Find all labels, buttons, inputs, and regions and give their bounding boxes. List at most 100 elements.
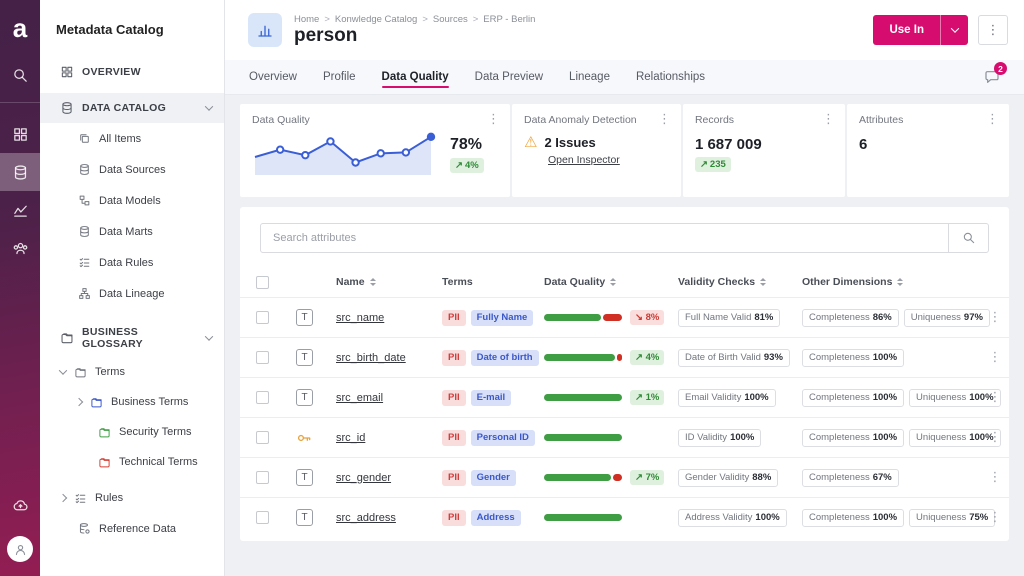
sidebar-item-reference-data[interactable]: Reference Data <box>40 513 224 544</box>
breadcrumb-item[interactable]: Home <box>294 13 320 25</box>
attribute-name-link[interactable]: src_name <box>336 311 385 324</box>
sidebar-item-all-items[interactable]: All Items <box>40 123 224 154</box>
validity-chip[interactable]: Full Name Valid 81% <box>678 308 781 327</box>
row-more-button[interactable]: ⋮ <box>988 390 1002 405</box>
search-button[interactable] <box>948 224 988 252</box>
breadcrumb-item[interactable]: ERP - Berlin <box>483 13 536 25</box>
card-more-button[interactable]: ⋮ <box>487 112 500 127</box>
sidebar-item-overview[interactable]: OVERVIEW <box>40 57 224 87</box>
rail-catalog-icon[interactable] <box>0 153 40 191</box>
search-input[interactable] <box>261 232 948 244</box>
row-more-button[interactable]: ⋮ <box>988 470 1002 485</box>
use-in-button[interactable]: Use In <box>873 15 940 45</box>
attribute-name-link[interactable]: src_address <box>336 511 396 524</box>
term-chip[interactable]: Gender <box>470 469 516 486</box>
column-header-validity-checks[interactable]: Validity Checks <box>678 276 802 288</box>
sidebar-section-business-glossary[interactable]: BUSINESS GLOSSARY <box>40 323 224 353</box>
tab-relationships[interactable]: Relationships <box>635 71 706 83</box>
user-avatar[interactable] <box>7 536 33 562</box>
row-more-button[interactable]: ⋮ <box>988 510 1002 525</box>
sidebar-item-technical-terms[interactable]: Technical Terms <box>40 447 224 477</box>
breadcrumb-item[interactable]: Konwledge Catalog <box>334 13 418 25</box>
attribute-name-link[interactable]: src_email <box>336 391 384 404</box>
card-more-button[interactable]: ⋮ <box>657 112 671 127</box>
term-chip[interactable]: Fully Name <box>470 309 534 326</box>
column-header-terms[interactable]: Terms <box>442 276 544 288</box>
term-chip[interactable]: Personal ID <box>470 429 535 446</box>
validity-chip[interactable]: Date of Birth Valid 93% <box>678 348 790 367</box>
rail-search-icon[interactable] <box>0 56 40 94</box>
row-checkbox[interactable] <box>256 391 269 404</box>
dimension-chip-completeness[interactable]: Completeness 67% <box>802 468 899 487</box>
rail-insights-icon[interactable] <box>0 191 40 229</box>
dimension-chip-completeness[interactable]: Completeness 100% <box>802 508 905 527</box>
row-checkbox[interactable] <box>256 311 269 324</box>
dimension-chip-completeness[interactable]: Completeness 100% <box>802 388 905 407</box>
column-header-other-dimensions[interactable]: Other Dimensions <box>802 276 980 288</box>
dimension-chip-completeness[interactable]: Completeness 100% <box>802 428 905 447</box>
row-more-button[interactable]: ⋮ <box>988 350 1002 365</box>
attribute-name-link[interactable]: src_gender <box>336 471 392 484</box>
tab-lineage[interactable]: Lineage <box>569 71 610 83</box>
breadcrumb-item[interactable]: Sources <box>432 13 468 25</box>
sidebar-item-data-rules[interactable]: Data Rules <box>40 247 224 278</box>
row-more-button[interactable]: ⋮ <box>988 430 1002 445</box>
rail-apps-icon[interactable] <box>0 115 40 153</box>
validity-chip[interactable]: Gender Validity 88% <box>678 468 779 487</box>
sidebar-section-data-catalog[interactable]: DATA CATALOG <box>40 93 224 123</box>
sidebar-item-business-terms[interactable]: Business Terms <box>40 387 224 417</box>
cloud-upload-icon[interactable] <box>0 486 40 524</box>
pii-chip[interactable]: PII <box>442 309 466 326</box>
row-checkbox[interactable] <box>256 351 269 364</box>
validity-chip[interactable]: ID Validity 100% <box>678 428 762 447</box>
header-more-button[interactable]: ⋮ <box>978 15 1008 45</box>
attribute-name-link[interactable]: src_id <box>336 431 366 444</box>
open-inspector-link[interactable]: Open Inspector <box>548 154 620 166</box>
sort-icon[interactable] <box>369 278 376 286</box>
sort-icon[interactable] <box>897 278 904 286</box>
row-more-button[interactable]: ⋮ <box>988 310 1002 325</box>
pii-chip[interactable]: PII <box>442 509 466 526</box>
row-checkbox[interactable] <box>256 511 269 524</box>
dimension-chip-uniqueness[interactable]: Uniqueness 75% <box>909 508 996 527</box>
pii-chip[interactable]: PII <box>442 389 466 406</box>
sidebar-item-data-marts[interactable]: Data Marts <box>40 216 224 247</box>
select-all-checkbox[interactable] <box>256 275 269 289</box>
comments-button[interactable]: 2 <box>984 62 1007 85</box>
sidebar-item-data-sources[interactable]: Data Sources <box>40 154 224 185</box>
column-header-name[interactable]: Name <box>336 276 442 288</box>
tab-profile[interactable]: Profile <box>322 71 356 83</box>
term-chip[interactable]: Date of birth <box>470 349 539 366</box>
term-chip[interactable]: Address <box>470 509 521 526</box>
dimension-chip-uniqueness[interactable]: Uniqueness 100% <box>909 388 1001 407</box>
tab-data-quality[interactable]: Data Quality <box>381 60 449 94</box>
validity-chip[interactable]: Email Validity 100% <box>678 388 776 407</box>
sidebar-item-data-models[interactable]: Data Models <box>40 185 224 216</box>
row-checkbox[interactable] <box>256 471 269 484</box>
sidebar-item-security-terms[interactable]: Security Terms <box>40 417 224 447</box>
app-logo[interactable]: a <box>12 13 28 43</box>
row-checkbox[interactable] <box>256 431 269 444</box>
column-header-data-quality[interactable]: Data Quality <box>544 276 678 288</box>
sort-icon[interactable] <box>760 278 767 286</box>
sidebar-item-data-lineage[interactable]: Data Lineage <box>40 278 224 309</box>
card-more-button[interactable]: ⋮ <box>821 112 835 127</box>
sidebar-item-rules[interactable]: Rules <box>40 483 224 513</box>
dimension-chip-uniqueness[interactable]: Uniqueness 97% <box>903 308 990 327</box>
attribute-name-link[interactable]: src_birth_date <box>336 351 406 364</box>
validity-chip[interactable]: Address Validity 100% <box>678 508 787 527</box>
pii-chip[interactable]: PII <box>442 429 466 446</box>
use-in-dropdown-button[interactable] <box>940 15 968 45</box>
pii-chip[interactable]: PII <box>442 349 466 366</box>
tab-data-preview[interactable]: Data Preview <box>474 71 544 83</box>
dimension-chip-completeness[interactable]: Completeness 100% <box>802 348 905 367</box>
dimension-chip-uniqueness[interactable]: Uniqueness 100% <box>909 428 1001 447</box>
sidebar-item-terms[interactable]: Terms <box>40 357 224 387</box>
dimension-chip-completeness[interactable]: Completeness 86% <box>802 308 899 327</box>
card-more-button[interactable]: ⋮ <box>986 112 999 127</box>
rail-community-icon[interactable] <box>0 229 40 267</box>
term-chip[interactable]: E-mail <box>470 389 512 406</box>
sort-icon[interactable] <box>610 278 617 286</box>
pii-chip[interactable]: PII <box>442 469 466 486</box>
tab-overview[interactable]: Overview <box>249 71 297 83</box>
